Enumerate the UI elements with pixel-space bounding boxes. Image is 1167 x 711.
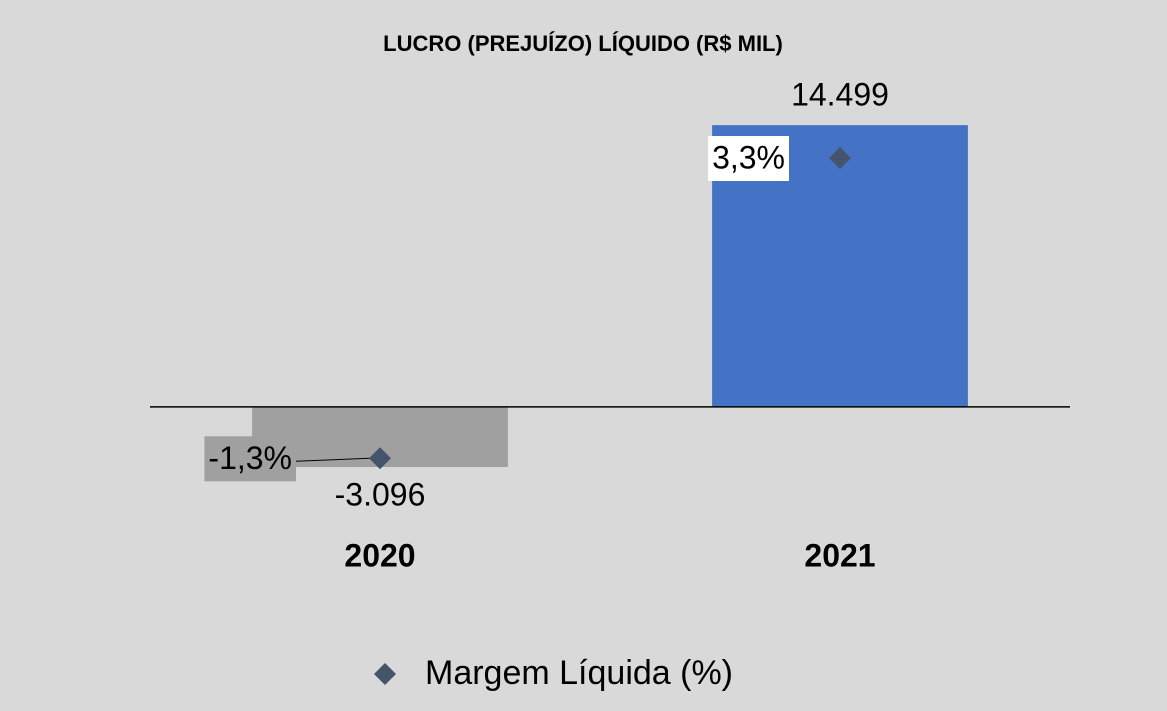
legend-label: Margem Líquida (%)	[425, 654, 733, 692]
margin-marker	[369, 447, 391, 470]
margin-label-box	[708, 136, 789, 182]
chart-title: LUCRO (PREJUÍZO) LÍQUIDO (R$ MIL)	[383, 31, 783, 56]
leader-line	[295, 457, 371, 462]
margin-label-box	[204, 436, 296, 482]
x-tick-label: 2020	[344, 537, 415, 573]
x-tick-label: 2021	[804, 537, 875, 573]
margin-label: -1,3%	[208, 440, 292, 476]
margin-label-group: -1,3%	[204, 436, 296, 482]
margin-label: 3,3%	[712, 139, 785, 175]
legend-marker	[374, 663, 396, 685]
bar-value-label: 14.499	[791, 77, 889, 113]
bar-value-label: -3.096	[335, 476, 426, 512]
margin-marker	[829, 147, 851, 170]
margin-label-group: 3,3%	[708, 136, 789, 182]
